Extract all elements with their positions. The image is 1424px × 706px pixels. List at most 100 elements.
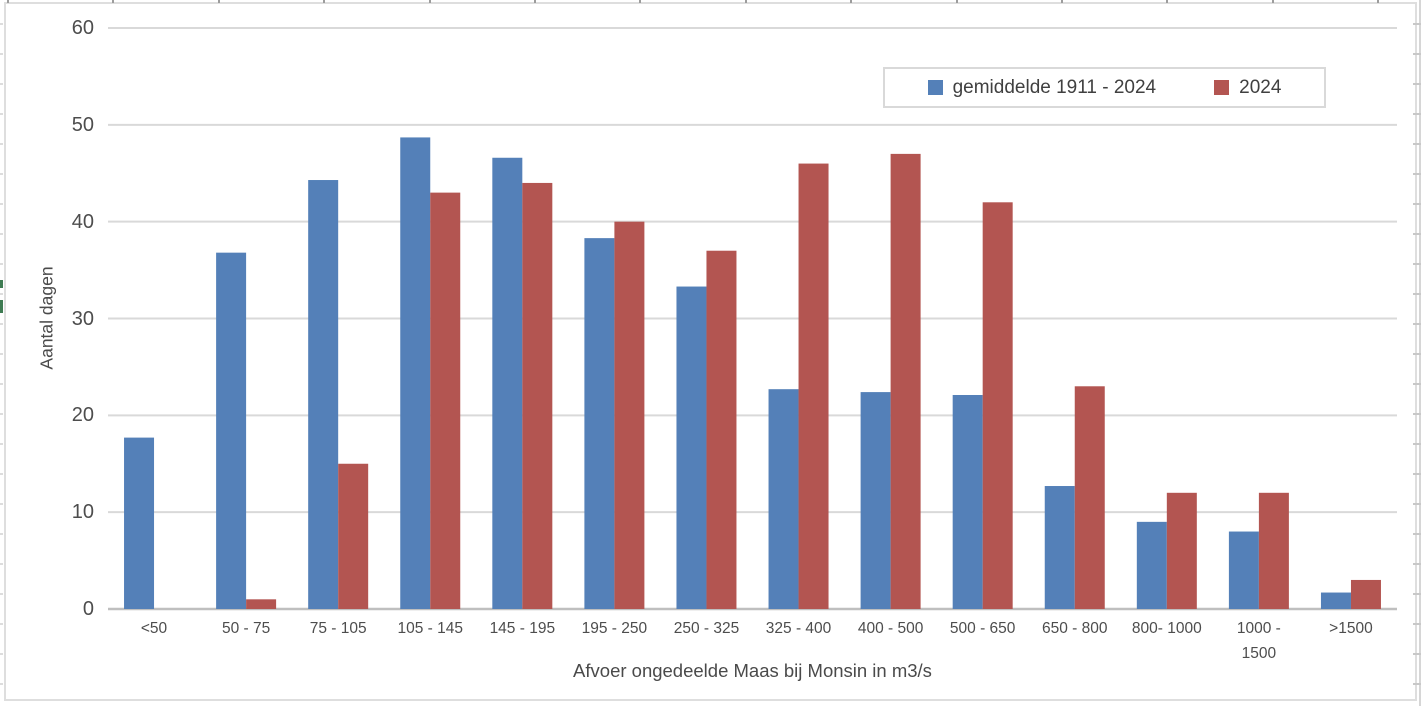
sheet-cell-tick	[0, 653, 3, 655]
bar-2024->1500	[1350, 579, 1381, 609]
legend[interactable]: gemiddelde 1911 - 2024 2024	[883, 67, 1326, 108]
sheet-cell-tick	[1413, 233, 1421, 235]
x-tick-label-75 - 105: 75 - 105	[309, 620, 367, 637]
sheet-cell-tick	[0, 683, 3, 685]
x-tick-label->1500: >1500	[1329, 620, 1373, 637]
x-tick-label-500 - 650: 500 - 650	[949, 620, 1016, 637]
sheet-cell-tick	[0, 353, 3, 355]
legend-item-2024[interactable]: 2024	[1214, 77, 1281, 99]
sheet-cell-tick	[217, 0, 220, 3]
sheet-cell-tick	[0, 203, 3, 205]
sheet-cell-tick	[112, 0, 115, 3]
y-tick-label-10: 10	[71, 501, 94, 524]
sheet-cell-tick	[1413, 53, 1421, 55]
x-axis-title: Afvoer ongedeelde Maas bij Monsin in m3/…	[573, 660, 932, 681]
sheet-cell-tick	[1413, 653, 1421, 655]
sheet-cell-tick	[0, 503, 3, 505]
sheet-green-cell-mark	[0, 280, 3, 288]
bar-2024-800- 1000	[1166, 492, 1197, 609]
sheet-cell-tick	[534, 0, 536, 3]
legend-swatch-red-icon	[1214, 80, 1230, 95]
legend-label-2024: 2024	[1239, 76, 1282, 98]
x-tick-label-325 - 400: 325 - 400	[765, 620, 832, 637]
bar-gemiddelde-<50	[124, 437, 155, 609]
y-tick-label-20: 20	[71, 404, 94, 427]
y-tick-label-30: 30	[71, 307, 94, 330]
bar-gemiddelde-195 - 250	[584, 238, 615, 609]
sheet-cell-tick	[639, 0, 642, 3]
bar-gemiddelde-500 - 650	[952, 394, 983, 609]
bar-2024-50 - 75	[246, 599, 277, 609]
sheet-cell-tick	[1061, 0, 1063, 3]
sheet-cell-tick	[0, 263, 3, 265]
sheet-cell-tick	[1413, 473, 1421, 475]
sheet-cell-tick	[0, 413, 3, 415]
bar-2024-75 - 105	[338, 463, 369, 609]
x-tick-label-1000 - 1500: 1000 - 1500	[1236, 620, 1281, 662]
sheet-cell-tick	[1413, 623, 1421, 625]
bar-gemiddelde-1000 - 1500	[1228, 531, 1259, 609]
legend-swatch-blue-icon	[927, 80, 943, 95]
x-tick-label-105 - 145: 105 - 145	[397, 620, 463, 637]
sheet-green-cell-mark	[0, 300, 3, 313]
bar-2024-105 - 145	[430, 192, 461, 609]
bar-gemiddelde-650 - 800	[1044, 486, 1075, 609]
sheet-cell-tick	[0, 143, 3, 145]
sheet-cell-tick	[744, 0, 747, 3]
sheet-cell-tick	[1413, 503, 1421, 505]
sheet-cell-tick	[1413, 23, 1421, 25]
sheet-cell-tick	[428, 0, 431, 3]
sheet-cell-tick	[1413, 413, 1421, 415]
sheet-cell-tick	[1413, 173, 1421, 175]
bar-2024-650 - 800	[1074, 386, 1105, 609]
sheet-cell-tick	[1166, 0, 1169, 3]
bar-2024-145 - 195	[522, 182, 553, 609]
y-tick-label-50: 50	[71, 113, 94, 136]
bar-gemiddelde-325 - 400	[768, 389, 799, 609]
bar-gemiddelde-145 - 195	[492, 157, 523, 610]
x-tick-label-400 - 500: 400 - 500	[857, 620, 924, 637]
x-tick-label-145 - 195: 145 - 195	[489, 620, 556, 637]
sheet-cell-tick	[955, 0, 958, 3]
bar-gemiddelde-400 - 500	[860, 392, 891, 609]
sheet-cell-tick	[1413, 593, 1421, 595]
sheet-cell-tick	[1413, 113, 1421, 115]
bar-2024-400 - 500	[890, 153, 921, 609]
sheet-cell-tick	[1413, 263, 1421, 265]
bar-gemiddelde->1500	[1320, 592, 1351, 609]
sheet-cell-tick	[1413, 563, 1421, 565]
bar-2024-1000 - 1500	[1258, 492, 1289, 609]
sheet-cell-tick	[1413, 383, 1421, 385]
legend-item-gemiddelde[interactable]: gemiddelde 1911 - 2024	[927, 77, 1156, 99]
sheet-cell-tick	[0, 623, 3, 625]
y-tick-label-60: 60	[71, 17, 94, 39]
sheet-cell-tick	[0, 473, 3, 475]
bar-2024-325 - 400	[798, 163, 829, 610]
sheet-cell-tick	[1377, 0, 1380, 3]
sheet-cell-tick	[0, 53, 3, 55]
y-tick-label-0: 0	[82, 598, 94, 620]
sheet-cell-tick	[1413, 353, 1421, 355]
sheet-cell-tick	[0, 593, 3, 595]
bar-gemiddelde-50 - 75	[216, 252, 247, 610]
y-tick-label-40: 40	[71, 210, 94, 233]
sheet-cell-tick	[0, 113, 3, 115]
bar-2024-250 - 325	[706, 250, 737, 609]
sheet-cell-tick	[0, 293, 3, 295]
sheet-cell-tick	[0, 383, 3, 385]
bar-gemiddelde-800- 1000	[1136, 521, 1167, 609]
sheet-cell-tick	[1413, 83, 1421, 85]
sheet-cell-tick	[0, 83, 3, 85]
bar-gemiddelde-250 - 325	[676, 286, 707, 609]
sheet-cell-tick	[0, 233, 3, 235]
x-tick-label-800- 1000: 800- 1000	[1131, 620, 1202, 637]
sheet-cell-tick	[1413, 143, 1421, 145]
bar-2024-500 - 650	[982, 202, 1013, 610]
sheet-cell-tick	[1413, 683, 1421, 685]
y-axis-title: Aantal dagen	[36, 266, 57, 370]
sheet-cell-tick	[323, 0, 326, 3]
x-tick-label-<50: <50	[140, 620, 168, 637]
bar-gemiddelde-75 - 105	[308, 180, 339, 610]
x-tick-label-250 - 325: 250 - 325	[673, 620, 740, 637]
